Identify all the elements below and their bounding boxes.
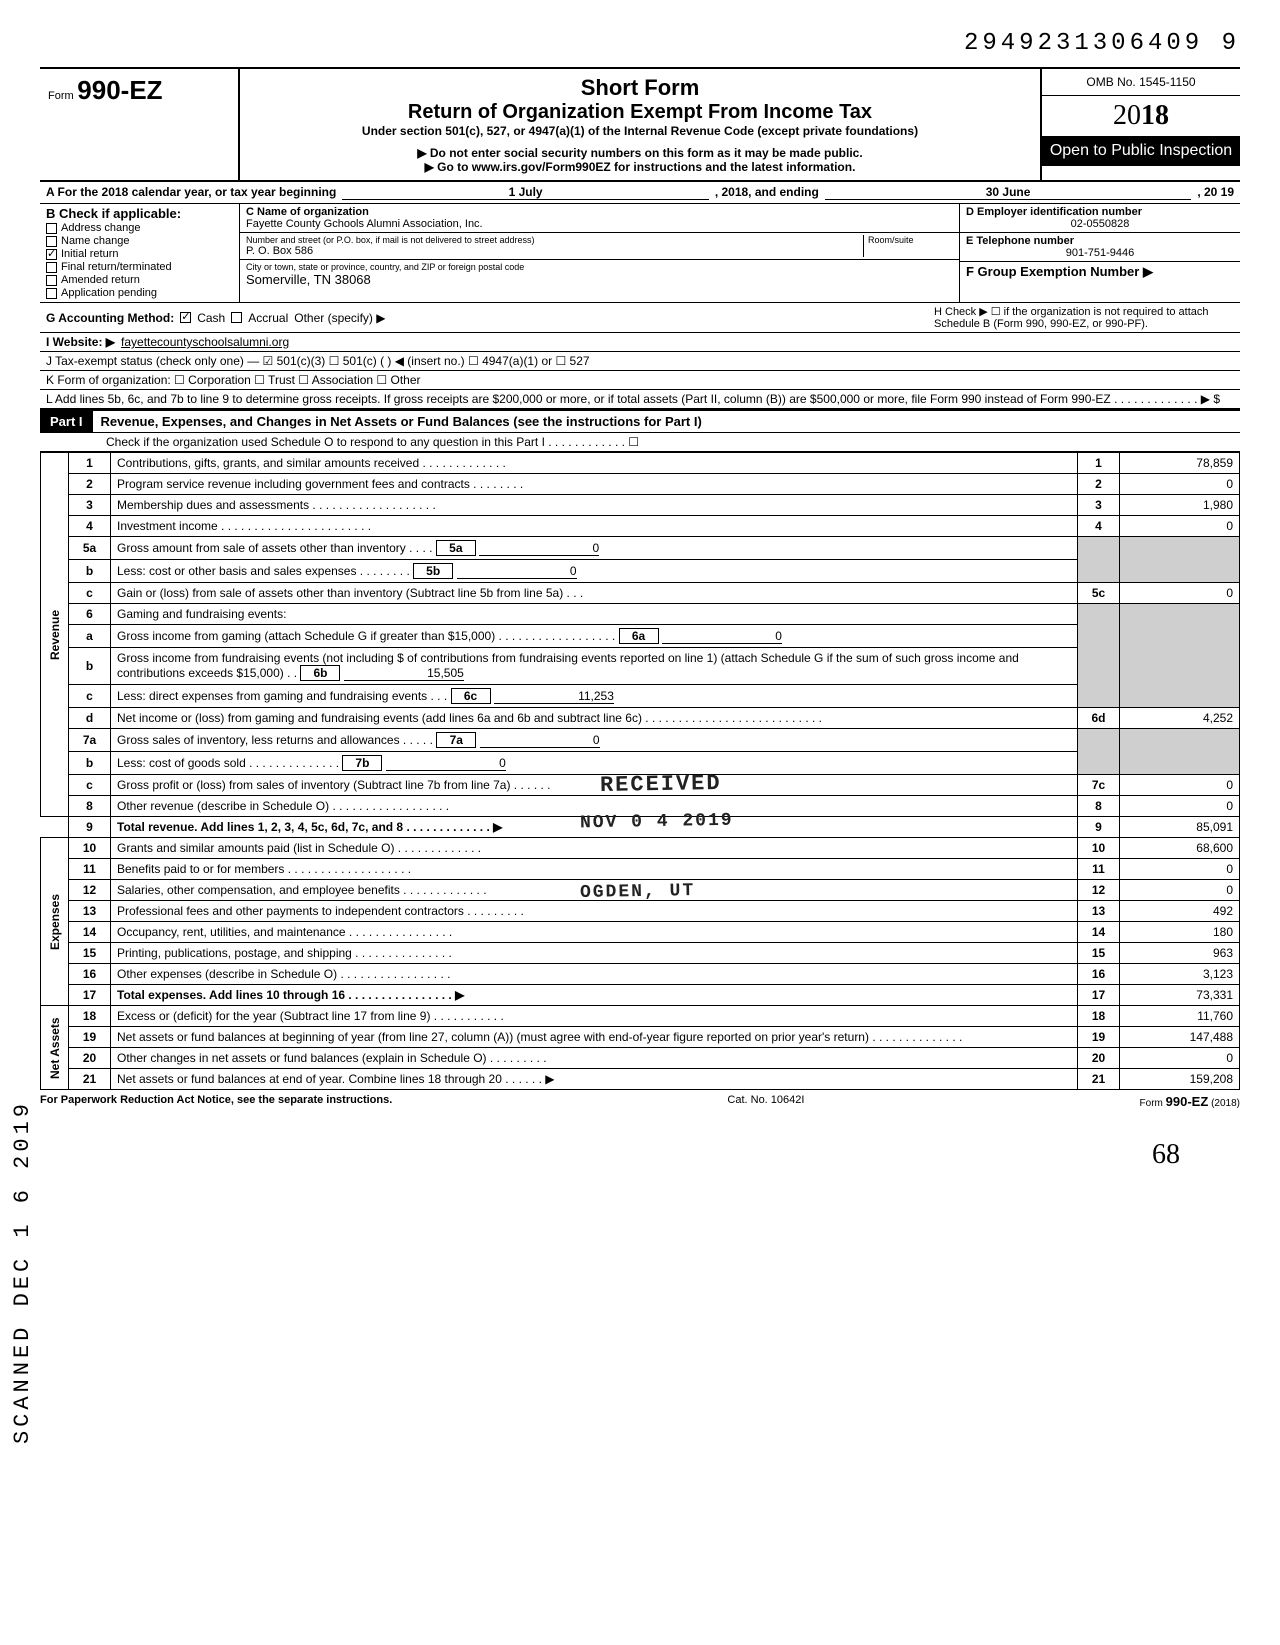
b-header: B Check if applicable: — [46, 206, 233, 221]
cb-name-change[interactable] — [46, 236, 57, 247]
room-label: Room/suite — [863, 235, 953, 257]
form-warn1: ▶ Do not enter social security numbers o… — [250, 146, 1030, 160]
open-public-label: Open to Public Inspection — [1042, 136, 1240, 166]
phone-value: 901-751-9446 — [966, 247, 1234, 259]
handwritten-number: 68 — [40, 1139, 1240, 1171]
form-prefix: Form — [48, 90, 74, 102]
e-label: E Telephone number — [966, 235, 1234, 247]
cb-initial-return[interactable] — [46, 249, 57, 260]
c-name-label: C Name of organization — [246, 206, 953, 218]
cb-address-change[interactable] — [46, 223, 57, 234]
cb-accrual[interactable] — [231, 312, 242, 323]
part1-check: Check if the organization used Schedule … — [40, 433, 1240, 452]
line-i: I Website: ▶ fayettecountyschoolsalumni.… — [40, 333, 1240, 352]
form-number: 990-EZ — [77, 75, 162, 105]
part1-table: Revenue 1Contributions, gifts, grants, a… — [40, 452, 1240, 1090]
street-value: P. O. Box 586 — [246, 245, 863, 257]
cb-cash[interactable] — [180, 312, 191, 323]
city-label: City or town, state or province, country… — [246, 262, 953, 272]
line-k: K Form of organization: ☐ Corporation ☐ … — [40, 371, 1240, 390]
f-label: F Group Exemption Number ▶ — [966, 264, 1234, 280]
document-id: 2949231306409 9 — [40, 30, 1240, 57]
section-b-c-d: B Check if applicable: Address change Na… — [40, 204, 1240, 303]
cb-pending[interactable] — [46, 288, 57, 299]
line-a: A For the 2018 calendar year, or tax yea… — [40, 182, 1240, 204]
cb-final-return[interactable] — [46, 262, 57, 273]
short-form-label: Short Form — [250, 75, 1030, 101]
footer-mid: Cat. No. 10642I — [727, 1094, 804, 1109]
footer-left: For Paperwork Reduction Act Notice, see … — [40, 1094, 392, 1109]
omb-number: OMB No. 1545-1150 — [1042, 69, 1240, 96]
part1-title: Revenue, Expenses, and Changes in Net As… — [93, 411, 1240, 432]
form-warn2: ▶ Go to www.irs.gov/Form990EZ for instru… — [250, 160, 1030, 174]
street-label: Number and street (or P.O. box, if mail … — [246, 235, 863, 245]
footer-right: Form 990-EZ (2018) — [1140, 1094, 1240, 1109]
tax-year: 2018 — [1042, 96, 1240, 136]
org-name: Fayette County Gchools Alumni Associatio… — [246, 218, 953, 230]
part1-tag: Part I — [40, 411, 93, 432]
form-title: Return of Organization Exempt From Incom… — [250, 101, 1030, 124]
form-header: Form 990-EZ Short Form Return of Organiz… — [40, 67, 1240, 182]
ein-value: 02-0550828 — [966, 218, 1234, 230]
form-subtitle: Under section 501(c), 527, or 4947(a)(1)… — [250, 124, 1030, 138]
cb-amended[interactable] — [46, 275, 57, 286]
scanned-stamp: SCANNED DEC 1 6 2019 — [10, 1100, 35, 1444]
revenue-side-label: Revenue — [41, 453, 69, 817]
expenses-side-label: Expenses — [41, 838, 69, 1006]
city-value: Somerville, TN 38068 — [246, 272, 953, 287]
line-l: L Add lines 5b, 6c, and 7b to line 9 to … — [40, 390, 1240, 409]
website-value: fayettecountyschoolsalumni.org — [121, 335, 289, 349]
line-j: J Tax-exempt status (check only one) — ☑… — [40, 352, 1240, 371]
line-g-h: G Accounting Method: Cash Accrual Other … — [40, 303, 1240, 333]
page-footer: For Paperwork Reduction Act Notice, see … — [40, 1094, 1240, 1109]
d-label: D Employer identification number — [966, 206, 1234, 218]
netassets-side-label: Net Assets — [41, 1006, 69, 1090]
part1-header: Part I Revenue, Expenses, and Changes in… — [40, 409, 1240, 433]
h-label: H Check ▶ ☐ if the organization is not r… — [934, 305, 1234, 330]
